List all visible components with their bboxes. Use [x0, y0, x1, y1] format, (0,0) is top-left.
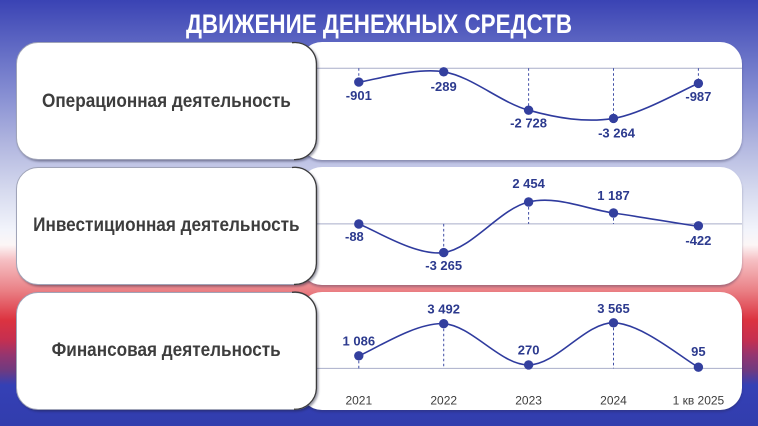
svg-text:2023: 2023: [515, 393, 542, 407]
svg-text:2021: 2021: [345, 393, 372, 407]
svg-text:-3 265: -3 265: [425, 258, 462, 273]
svg-text:2022: 2022: [430, 393, 457, 407]
svg-text:-2 728: -2 728: [510, 116, 547, 131]
svg-text:1 кв 2025: 1 кв 2025: [673, 393, 725, 407]
svg-text:2 454: 2 454: [512, 176, 545, 191]
svg-text:3 492: 3 492: [427, 301, 460, 316]
svg-text:-289: -289: [431, 79, 457, 94]
svg-text:2024: 2024: [600, 393, 627, 407]
svg-text:95: 95: [691, 344, 705, 359]
svg-text:3 565: 3 565: [597, 301, 630, 316]
svg-text:1 086: 1 086: [343, 333, 376, 348]
svg-text:-422: -422: [685, 233, 711, 248]
svg-text:-901: -901: [346, 88, 372, 103]
svg-text:1 187: 1 187: [597, 188, 630, 203]
svg-text:-3 264: -3 264: [598, 126, 636, 141]
svg-text:-88: -88: [345, 229, 364, 244]
svg-text:270: 270: [518, 342, 540, 357]
svg-text:-987: -987: [685, 89, 711, 104]
